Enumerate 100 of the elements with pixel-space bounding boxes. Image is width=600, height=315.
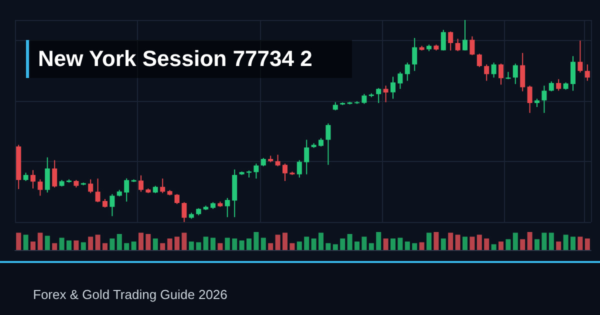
candlestick (174, 194, 180, 205)
candlestick (527, 85, 532, 114)
bar (174, 236, 180, 250)
bar (296, 242, 302, 250)
bar (548, 232, 554, 250)
text: New York Session 77734 2 (30, 40, 352, 78)
bar (95, 234, 100, 250)
candlestick (138, 174, 144, 192)
bar (66, 240, 72, 250)
bar (290, 243, 295, 250)
bar (347, 234, 352, 250)
bar (527, 232, 532, 250)
bar (448, 232, 454, 250)
bar (275, 234, 280, 250)
candlestick (38, 178, 43, 196)
bar (196, 242, 202, 250)
candlestick (462, 20, 468, 51)
candlestick (88, 178, 94, 194)
bar (16, 232, 22, 250)
candlestick (326, 122, 331, 166)
candlestick (542, 85, 547, 114)
bar (59, 238, 64, 250)
bar (152, 238, 158, 250)
bar (462, 236, 468, 250)
bar (23, 234, 28, 250)
bar (398, 238, 403, 250)
candlestick (282, 163, 288, 182)
bar (311, 238, 316, 250)
bar (506, 239, 511, 250)
bar (246, 238, 252, 250)
bar (512, 232, 518, 250)
candlestick (520, 52, 526, 92)
candlestick (383, 85, 388, 103)
candlestick (296, 160, 302, 178)
bar (167, 238, 172, 250)
candlestick (95, 178, 100, 203)
candlestick (390, 76, 396, 100)
bar (520, 239, 526, 250)
bar (584, 238, 590, 250)
candlestick (556, 78, 562, 92)
bar (188, 242, 194, 250)
bar (498, 242, 504, 250)
candlestick (412, 37, 418, 72)
bar (268, 243, 274, 250)
candlestick (110, 194, 115, 217)
bar (52, 243, 58, 250)
candlestick (584, 64, 590, 82)
candlestick (52, 160, 58, 188)
candlestick (548, 80, 554, 92)
bar (44, 236, 50, 250)
bar (368, 243, 374, 250)
bar (440, 238, 446, 250)
bar (318, 232, 324, 250)
bar (476, 234, 482, 250)
bar (254, 232, 259, 250)
candlestick (398, 71, 403, 90)
bar (80, 242, 86, 250)
candlestick (491, 62, 496, 78)
candlestick (455, 38, 460, 52)
bar (160, 243, 166, 250)
bar (542, 232, 547, 250)
candlestick (470, 36, 475, 56)
bar (455, 234, 460, 250)
candlestick (376, 88, 382, 104)
candlestick (304, 139, 310, 175)
bar (426, 232, 432, 250)
candlestick (484, 64, 490, 82)
bar (30, 242, 36, 250)
bar (570, 236, 576, 250)
bar (304, 236, 310, 250)
candlestick (512, 63, 518, 85)
text: Forex & Gold Trading Guide 2026 (33, 287, 228, 302)
bar (203, 236, 208, 250)
bar (124, 243, 130, 250)
bar (390, 238, 396, 250)
bar (282, 232, 288, 250)
bar (131, 242, 136, 250)
bar (182, 232, 187, 250)
candlestick (44, 156, 50, 194)
candlestick (362, 93, 367, 104)
bar (88, 236, 94, 250)
bar (224, 238, 230, 250)
bar (146, 234, 151, 250)
bar (404, 242, 410, 250)
candlestick (578, 40, 583, 74)
bar (563, 234, 568, 250)
bar (484, 238, 490, 250)
candlestick (254, 163, 259, 180)
bar (534, 239, 540, 250)
candlestick (124, 178, 130, 202)
candlestick (224, 197, 230, 218)
bar (326, 243, 331, 250)
bar (419, 242, 424, 250)
candlestick (476, 53, 482, 68)
bar (470, 236, 475, 250)
bar (332, 244, 338, 250)
candlestick (498, 63, 504, 86)
bar (362, 236, 367, 250)
candlestick (30, 170, 36, 189)
bar (232, 238, 238, 250)
